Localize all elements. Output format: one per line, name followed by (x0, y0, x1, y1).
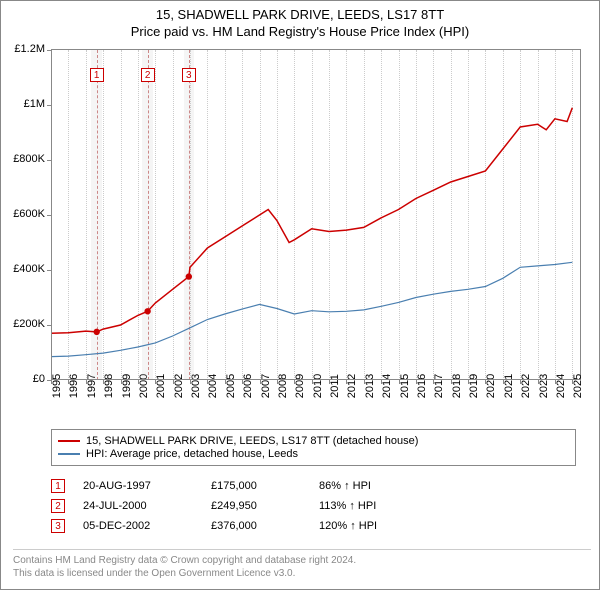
sale-row-date: 05-DEC-2002 (83, 520, 193, 532)
chart-title-2: Price paid vs. HM Land Registry's House … (1, 24, 599, 39)
chart-area: 1995199619971998199920002001200220032004… (51, 49, 581, 379)
y-tick-label: £200K (13, 318, 45, 330)
plot-region: 1995199619971998199920002001200220032004… (51, 49, 581, 379)
sale-row-price: £376,000 (211, 520, 301, 532)
sale-row-marker: 3 (51, 519, 65, 533)
footer-attribution: Contains HM Land Registry data © Crown c… (13, 549, 591, 580)
y-tick-label: £800K (13, 153, 45, 165)
sale-row: 2 24-JUL-2000 £249,950 113% ↑ HPI (51, 499, 576, 513)
footer-line-2: This data is licensed under the Open Gov… (13, 567, 591, 580)
chart-title-1: 15, SHADWELL PARK DRIVE, LEEDS, LS17 8TT (1, 7, 599, 22)
sale-row-marker: 2 (51, 499, 65, 513)
sale-row-pct: 120% ↑ HPI (319, 520, 429, 532)
footer-line-1: Contains HM Land Registry data © Crown c… (13, 554, 591, 567)
y-tick-label: £400K (13, 263, 45, 275)
y-tick-label: £0 (33, 373, 45, 385)
y-axis-line (51, 50, 52, 380)
sale-row-date: 24-JUL-2000 (83, 500, 193, 512)
legend-swatch (58, 453, 80, 455)
series-price_paid (51, 108, 572, 333)
sale-point (186, 273, 192, 279)
y-tick-label: £1M (24, 98, 45, 110)
sale-marker-1: 1 (90, 68, 104, 82)
legend-label: 15, SHADWELL PARK DRIVE, LEEDS, LS17 8TT… (86, 435, 418, 447)
sale-point (144, 308, 150, 314)
series-hpi (51, 262, 572, 356)
sale-row-price: £249,950 (211, 500, 301, 512)
y-tick-label: £1.2M (14, 43, 45, 55)
sale-row-pct: 86% ↑ HPI (319, 480, 429, 492)
sale-marker-3: 3 (182, 68, 196, 82)
sale-row: 1 20-AUG-1997 £175,000 86% ↑ HPI (51, 479, 576, 493)
y-tick-label: £600K (13, 208, 45, 220)
sale-row-marker: 1 (51, 479, 65, 493)
legend-item: 15, SHADWELL PARK DRIVE, LEEDS, LS17 8TT… (58, 435, 569, 447)
title-block: 15, SHADWELL PARK DRIVE, LEEDS, LS17 8TT… (1, 1, 599, 39)
legend-label: HPI: Average price, detached house, Leed… (86, 448, 298, 460)
sale-point (94, 329, 100, 335)
sales-table: 1 20-AUG-1997 £175,000 86% ↑ HPI 2 24-JUL-200… (51, 473, 576, 539)
sale-row-price: £175,000 (211, 480, 301, 492)
sale-row-date: 20-AUG-1997 (83, 480, 193, 492)
legend-swatch (58, 440, 80, 442)
legend: 15, SHADWELL PARK DRIVE, LEEDS, LS17 8TT… (51, 429, 576, 466)
sale-row: 3 05-DEC-2002 £376,000 120% ↑ HPI (51, 519, 576, 533)
sale-marker-2: 2 (141, 68, 155, 82)
sale-row-pct: 113% ↑ HPI (319, 500, 429, 512)
x-axis-line (51, 379, 581, 380)
legend-item: HPI: Average price, detached house, Leed… (58, 448, 569, 460)
series-svg (51, 50, 581, 380)
chart-container: 15, SHADWELL PARK DRIVE, LEEDS, LS17 8TT… (0, 0, 600, 590)
